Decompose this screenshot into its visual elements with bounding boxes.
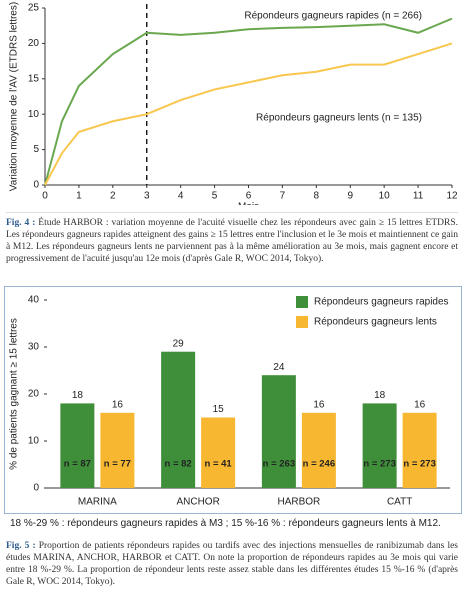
x-tick-label: MARINA: [78, 497, 117, 508]
x-tick-label: 1: [76, 191, 82, 202]
bar-count-label: n = 77: [104, 459, 131, 470]
chart-frame: [4, 286, 462, 514]
bar: [60, 403, 95, 488]
data-label: 15: [213, 404, 225, 415]
caption-label: Fig. 5 :: [6, 541, 36, 551]
x-tick-label: 11: [413, 191, 424, 202]
x-tick-label: CATT: [387, 497, 412, 508]
caption-label: Fig. 4 :: [6, 218, 36, 228]
caption-text: Proportion de patients répondeurs rapide…: [6, 541, 458, 587]
bar-count-label: n = 41: [205, 459, 233, 470]
bar: [201, 417, 236, 488]
series-line: [44, 42, 453, 186]
y-tick-label: 20: [28, 38, 40, 49]
bar: [301, 412, 336, 488]
x-tick-label: HARBOR: [277, 497, 320, 508]
x-tick-label: 0: [42, 191, 48, 202]
series-label: Répondeurs gagneurs lents (n = 135): [256, 113, 422, 124]
x-tick-label: 8: [314, 191, 320, 202]
data-label: 18: [72, 390, 84, 401]
bar-count-label: n = 263: [263, 459, 295, 470]
bar: [100, 412, 135, 488]
x-tick-label: 3: [144, 191, 150, 202]
y-axis-label: % de patients gagnant ≥ 15 lettres: [9, 318, 20, 470]
y-tick-label: 0: [33, 483, 39, 494]
x-tick-label: 6: [246, 191, 252, 202]
legend-swatch: [296, 316, 308, 328]
x-tick-label: ANCHOR: [176, 497, 219, 508]
y-axis-label: Variation moyenne de l'AV (ETDRS lettres…: [9, 2, 20, 191]
series-label: Répondeurs gagneurs rapides (n = 266): [244, 11, 422, 22]
x-tick-label: 2: [110, 191, 116, 202]
data-label: 16: [414, 399, 426, 410]
caption: Fig. 5 : Proportion de patients répondeu…: [6, 540, 458, 588]
bar-count-label: n = 273: [363, 459, 395, 470]
y-tick-label: 40: [28, 295, 40, 306]
y-tick-label: 5: [33, 144, 39, 155]
y-tick-label: 0: [33, 180, 39, 191]
line-chart: 05101520250123456789101112MoisVariation …: [9, 2, 458, 205]
legend-label: Répondeurs gagneurs lents: [314, 317, 437, 328]
bar: [362, 403, 397, 488]
x-tick-label: 4: [178, 191, 184, 202]
bar: [161, 351, 196, 488]
y-tick-label: 30: [28, 342, 40, 353]
data-label: 16: [112, 399, 124, 410]
x-tick-label: 9: [347, 191, 353, 202]
bar: [261, 375, 296, 488]
legend-swatch: [296, 296, 308, 308]
y-tick-label: 10: [28, 109, 40, 120]
bar-count-label: n = 273: [403, 459, 435, 470]
data-label: 18: [374, 390, 386, 401]
y-tick-label: 15: [28, 73, 40, 84]
y-tick-label: 10: [28, 436, 40, 447]
x-tick-label: 5: [212, 191, 218, 202]
y-tick-label: 20: [28, 389, 40, 400]
x-tick-label: 12: [446, 191, 458, 202]
bar-count-label: n = 87: [64, 459, 91, 470]
x-axis-label: Mois: [238, 202, 259, 205]
chart-note: 18 %-29 % : répondeurs gagneurs rapides …: [10, 518, 441, 529]
x-tick-label: 10: [379, 191, 391, 202]
data-label: 24: [273, 362, 285, 373]
bar: [402, 412, 437, 488]
series-line: [44, 17, 453, 186]
legend-label: Répondeurs gagneurs rapides: [314, 297, 449, 308]
data-label: 29: [173, 338, 185, 349]
bar-count-label: n = 82: [165, 459, 192, 470]
caption-text: Étude HARBOR : variation moyenne de l'ac…: [6, 218, 458, 264]
y-tick-label: 25: [28, 3, 40, 14]
bar-chart: % de patients gagnant ≥ 15 lettres 0 10 20 3…: [9, 295, 450, 508]
x-tick-label: 7: [280, 191, 286, 202]
bar-count-label: n = 246: [303, 459, 335, 470]
data-label: 16: [313, 399, 325, 410]
caption: Fig. 4 : Étude HARBOR : variation moyenn…: [6, 212, 458, 265]
